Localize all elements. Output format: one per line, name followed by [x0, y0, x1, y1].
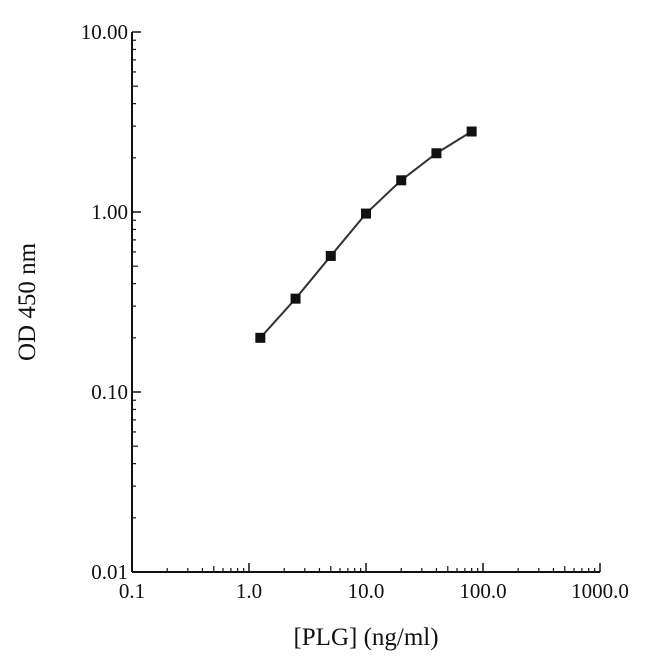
y-axis-label: OD 450 nm [14, 242, 41, 361]
x-axis-label: [PLG] (ng/ml) [293, 624, 438, 651]
data-point [396, 175, 407, 186]
axes [131, 32, 600, 573]
series [255, 126, 477, 343]
x-tick-label: 1000.0 [571, 579, 629, 603]
y-tick-label: 1.00 [91, 200, 128, 224]
data-point [325, 250, 336, 261]
tick-labels: 0.1 1.0 10.0 100.0 1000.0 0.01 0.10 1.00 10.00 [81, 20, 629, 603]
x-tick-label: 1.0 [236, 579, 262, 603]
x-tick-label: 0.1 [119, 579, 145, 603]
ticks [131, 31, 601, 573]
y-tick-label: 0.01 [91, 560, 128, 584]
data-point [255, 332, 266, 343]
series-line [259, 130, 473, 339]
data-point [466, 126, 477, 137]
y-tick-label: 10.00 [81, 20, 128, 44]
y-tick-label: 0.10 [91, 380, 128, 404]
data-point [431, 148, 442, 159]
data-point [361, 208, 371, 219]
x-tick-label: 10.0 [348, 579, 385, 603]
data-point [290, 293, 301, 304]
x-tick-label: 100.0 [459, 579, 506, 603]
